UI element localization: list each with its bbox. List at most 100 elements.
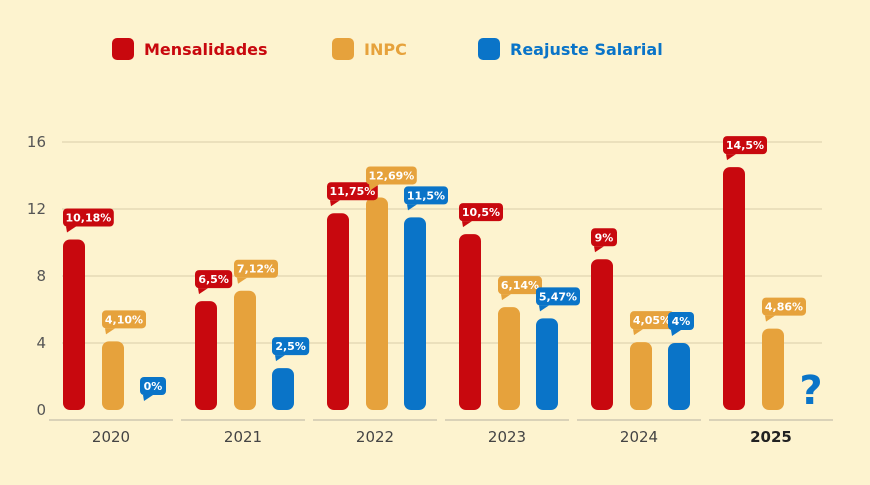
data-label-mensalidades-2023: 10,5%	[459, 203, 503, 228]
bar-reajuste-salarial-2022	[404, 217, 426, 410]
data-label-inpc-2023: 6,14%	[498, 276, 542, 301]
y-tick-label: 0	[36, 401, 46, 419]
data-label-text: 11,75%	[329, 185, 375, 198]
data-label-box	[762, 297, 806, 316]
data-label-text: 0%	[144, 380, 163, 393]
bar-reajuste-salarial-2023	[536, 318, 558, 410]
data-label-inpc-2024: 4,05%	[630, 311, 674, 336]
data-labels: 10,18% 4,10% 0% 6,5% 7,12% 2,5% 11,75% 12,69% 11…	[63, 136, 823, 414]
data-label-pointer	[671, 330, 681, 336]
data-label-box	[459, 203, 503, 222]
x-tick-label-2025: 2025	[750, 428, 792, 446]
data-label-pointer	[539, 305, 549, 312]
data-label-pointer	[198, 288, 208, 295]
bar-mensalidades-2025	[723, 167, 745, 410]
data-label-pointer	[407, 204, 417, 211]
legend-swatch-3	[478, 38, 500, 60]
data-label-box	[63, 208, 114, 227]
x-axis: 2020 2021 2022 2023 2024 2025	[49, 419, 833, 446]
data-label-text: 11,5%	[407, 189, 445, 202]
legend-label-3: Reajuste Salarial	[510, 40, 663, 59]
x-tick-label-2021: 2021	[224, 428, 262, 446]
data-label-text: 6,5%	[198, 273, 229, 286]
y-tick-label: 16	[27, 133, 46, 151]
data-label-pointer	[237, 277, 247, 284]
x-tick-label-2023: 2023	[488, 428, 526, 446]
data-label-reajuste-salarial-2021: 2,5%	[272, 337, 310, 362]
data-label-pointer	[594, 246, 604, 253]
data-label-text: 6,14%	[501, 279, 539, 292]
data-label-pointer	[275, 355, 285, 362]
data-label-box	[234, 259, 278, 278]
grid: 0 4 8 12 16	[27, 133, 822, 419]
data-label-box	[102, 310, 146, 329]
data-label-text: 4%	[672, 315, 691, 328]
bar-reajuste-salarial-2024	[668, 343, 690, 410]
data-label-box	[498, 276, 542, 295]
data-label-pointer	[330, 200, 340, 207]
data-label-inpc-2021: 7,12%	[234, 259, 278, 284]
bar-inpc-2025	[762, 328, 784, 410]
y-tick-label: 8	[36, 267, 46, 285]
data-label-pointer	[66, 226, 76, 233]
data-label-text: 7,12%	[237, 263, 275, 276]
data-label-text: 12,69%	[368, 169, 414, 182]
legend-label-1: Mensalidades	[144, 40, 268, 59]
data-label-reajuste-salarial-2023: 5,47%	[536, 287, 580, 312]
data-label-box	[366, 166, 417, 185]
data-label-text: 14,5%	[726, 139, 764, 152]
y-tick-label: 12	[27, 200, 46, 218]
data-label-pointer	[501, 294, 511, 301]
data-label-inpc-2022: 12,69%	[366, 166, 417, 191]
data-label-box	[404, 186, 448, 205]
data-label-box	[327, 182, 378, 201]
data-label-text: 4,86%	[765, 301, 803, 314]
data-label-box	[140, 377, 166, 395]
legend: Mensalidades INPC Reajuste Salarial	[112, 38, 663, 60]
data-label-mensalidades-2025: 14,5%	[723, 136, 767, 161]
data-label-text: 4,05%	[633, 314, 671, 327]
bar-mensalidades-2023	[459, 234, 481, 410]
data-label-pointer	[143, 395, 153, 401]
y-tick-label: 4	[36, 334, 46, 352]
data-label-box	[195, 270, 233, 289]
data-label-inpc-2020: 4,10%	[102, 310, 146, 335]
legend-label-2: INPC	[364, 40, 407, 59]
bar-mensalidades-2022	[327, 213, 349, 410]
bar-mensalidades-2020	[63, 239, 85, 410]
data-label-text: 10,18%	[65, 211, 111, 224]
data-label-text: 10,5%	[462, 206, 500, 219]
data-label-mensalidades-2021: 6,5%	[195, 270, 233, 295]
data-label-text: 2,5%	[275, 340, 306, 353]
data-label-text: 9%	[595, 231, 614, 244]
bar-reajuste-salarial-2021	[272, 368, 294, 410]
data-label-pointer	[105, 328, 115, 335]
data-label-pointer	[726, 154, 736, 161]
legend-swatch-1	[112, 38, 134, 60]
data-label-pointer	[369, 184, 379, 191]
bar-mensalidades-2024	[591, 259, 613, 410]
data-label-box	[668, 312, 694, 330]
data-label-mensalidades-2022: 11,75%	[327, 182, 378, 207]
data-label-box	[630, 311, 674, 330]
bar-mensalidades-2021	[195, 301, 217, 410]
data-label-pointer	[633, 329, 643, 336]
legend-swatch-2	[332, 38, 354, 60]
data-label-pointer	[765, 315, 775, 322]
x-tick-label-2020: 2020	[92, 428, 130, 446]
missing-value-marker: ?	[799, 368, 822, 414]
bar-inpc-2023	[498, 307, 520, 410]
bar-inpc-2024	[630, 342, 652, 410]
data-label-text: 4,10%	[105, 313, 143, 326]
data-label-reajuste-salarial-2020: 0%	[140, 377, 166, 401]
x-tick-label-2024: 2024	[620, 428, 658, 446]
data-label-reajuste-salarial-2022: 11,5%	[404, 186, 448, 211]
data-label-inpc-2025: 4,86%	[762, 297, 806, 322]
bar-inpc-2021	[234, 290, 256, 410]
data-label-box	[272, 337, 310, 356]
bar-inpc-2022	[366, 197, 388, 410]
data-label-box	[591, 228, 617, 247]
data-label-mensalidades-2020: 10,18%	[63, 208, 114, 233]
data-label-box	[536, 287, 580, 306]
